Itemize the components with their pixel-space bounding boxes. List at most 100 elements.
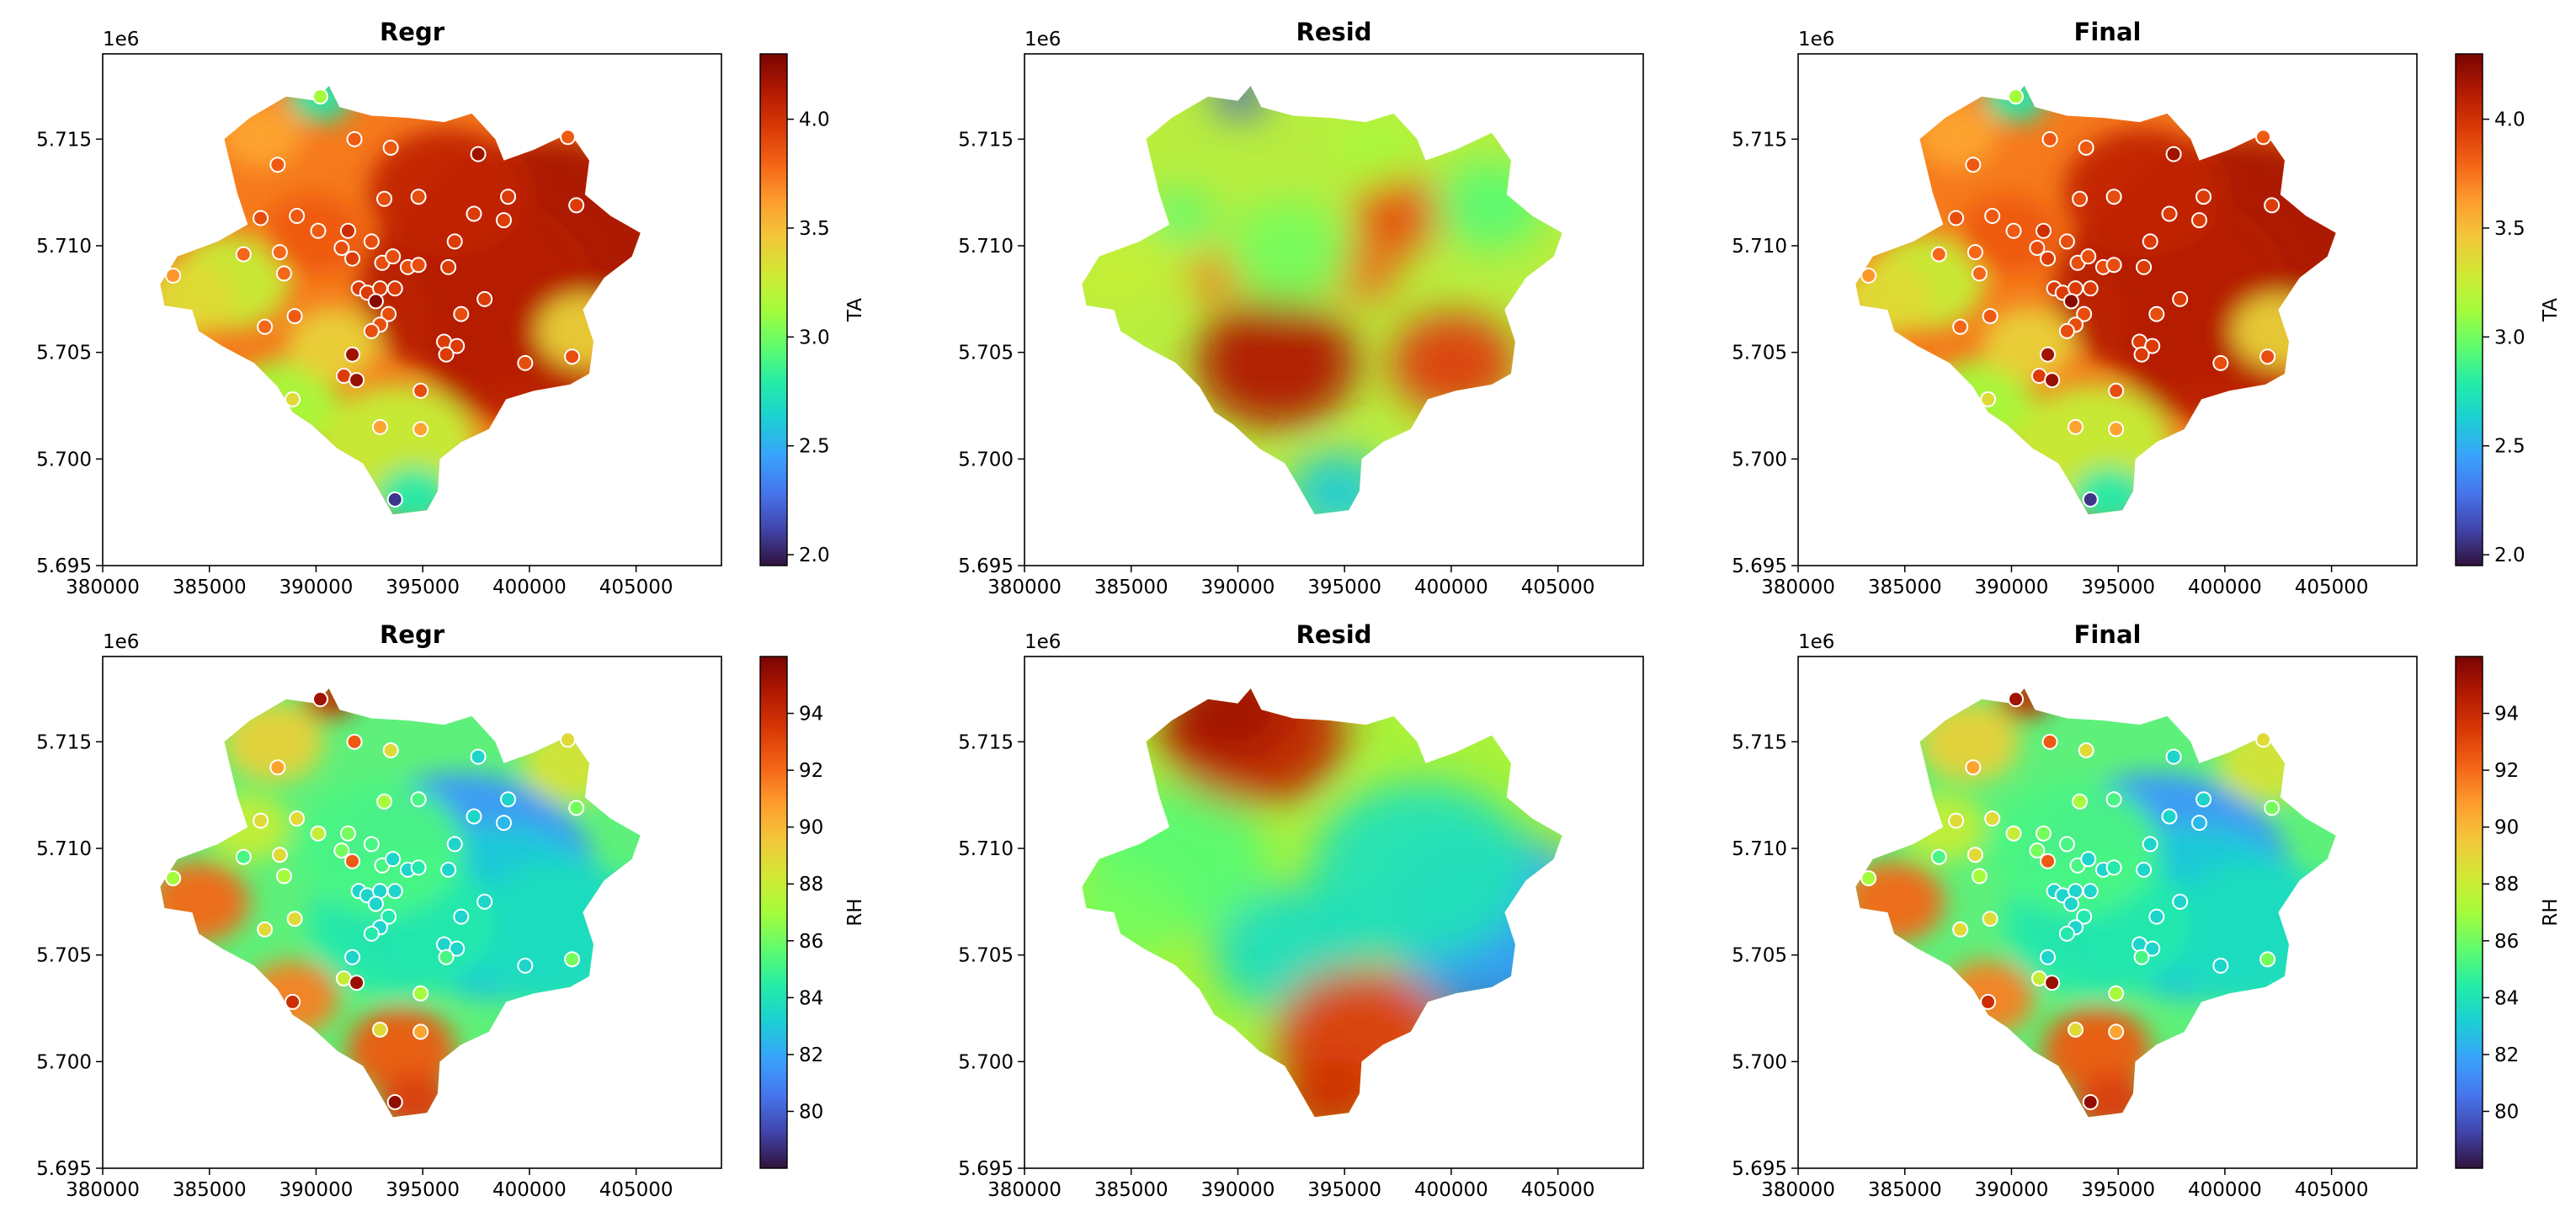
- station-point: [2265, 800, 2279, 815]
- x-tick-label: 385000: [1868, 577, 1942, 598]
- station-point: [369, 896, 383, 911]
- station-point: [373, 420, 387, 434]
- station-point: [518, 959, 532, 973]
- station-point: [477, 895, 492, 909]
- station-point: [2043, 735, 2057, 749]
- station-point: [471, 147, 486, 162]
- station-point: [1861, 871, 1876, 885]
- station-point: [441, 260, 455, 274]
- station-point: [413, 422, 428, 436]
- station-point: [2064, 896, 2078, 911]
- x-tick-label: 390000: [1201, 1179, 1275, 1201]
- y-tick-label: 5.700: [1732, 449, 1787, 470]
- x-tick-label: 380000: [66, 1179, 140, 1201]
- x-tick-label: 390000: [279, 577, 354, 598]
- station-point: [2109, 384, 2123, 398]
- station-point: [2107, 792, 2121, 806]
- field-blob: [2232, 294, 2324, 368]
- station-point: [2256, 130, 2270, 144]
- station-point: [2009, 89, 2023, 104]
- station-point: [2030, 843, 2044, 858]
- station-point: [439, 950, 454, 965]
- y-tick-label: 5.695: [36, 1158, 92, 1180]
- panel-rh-final: Final1e6380000 385000 390000 395000 400000 40…: [1732, 620, 2562, 1201]
- heatmap-field: [103, 656, 721, 1168]
- x-tick-label: 395000: [386, 1179, 460, 1201]
- station-point: [290, 209, 304, 223]
- x-tick-label: 405000: [599, 1179, 673, 1201]
- station-point: [2006, 224, 2020, 238]
- station-point: [2081, 249, 2095, 263]
- station-point: [2079, 743, 2094, 758]
- station-point: [258, 922, 272, 937]
- x-tick-label: 405000: [2295, 577, 2369, 598]
- station-point: [569, 198, 583, 212]
- station-point: [386, 852, 400, 866]
- station-point: [1968, 245, 1983, 259]
- x-tick-label: 380000: [1761, 577, 1835, 598]
- field-blob: [536, 294, 629, 368]
- panel-title: Resid: [1296, 18, 1372, 46]
- y-offset-label: 1e6: [103, 29, 139, 50]
- station-point: [412, 258, 426, 272]
- y-tick-label: 5.695: [1732, 1158, 1787, 1180]
- x-tick-label: 400000: [2188, 1179, 2262, 1201]
- colorbar-tick-label: 2.0: [799, 545, 830, 566]
- station-point: [497, 816, 511, 830]
- station-point: [2143, 234, 2158, 248]
- colorbar-tick-label: 2.0: [2494, 545, 2525, 566]
- station-point: [2265, 198, 2279, 212]
- station-point: [448, 837, 462, 851]
- station-point: [388, 1095, 402, 1109]
- station-point: [2068, 420, 2083, 434]
- field-blob: [1067, 254, 1143, 315]
- field-blob: [219, 101, 303, 168]
- station-point: [413, 1024, 428, 1039]
- station-point: [2260, 349, 2275, 364]
- x-tick-label: 395000: [386, 577, 460, 598]
- station-point: [345, 950, 359, 965]
- station-point: [2107, 860, 2121, 874]
- colorbar-tick-label: 2.5: [2494, 436, 2525, 458]
- station-point: [565, 349, 579, 364]
- colorbar-rh: 80 82 84 86 88 90 92 94 RH: [760, 656, 866, 1168]
- station-point: [2109, 422, 2123, 436]
- station-point: [345, 252, 359, 266]
- x-tick-label: 400000: [2188, 577, 2262, 598]
- y-tick-label: 5.695: [36, 556, 92, 577]
- station-point: [2079, 141, 2094, 155]
- x-tick-label: 380000: [987, 1179, 1062, 1201]
- station-point: [2196, 189, 2211, 204]
- colorbar-tick-label: 86: [2494, 931, 2519, 953]
- station-point: [1983, 912, 1998, 926]
- station-point: [2107, 258, 2121, 272]
- y-offset-label: 1e6: [1025, 29, 1061, 50]
- station-point: [1985, 209, 1999, 223]
- station-point: [561, 130, 575, 144]
- heatmap-field: [1025, 656, 1643, 1168]
- station-point: [1966, 157, 1980, 172]
- station-point: [377, 192, 391, 206]
- colorbar-tick-label: 3.0: [2494, 327, 2525, 348]
- station-point: [2081, 852, 2095, 866]
- station-point: [388, 281, 402, 295]
- y-tick-label: 5.700: [36, 1051, 92, 1073]
- colorbar-tick-label: 3.0: [799, 327, 830, 348]
- station-point: [311, 224, 325, 238]
- station-point: [2041, 252, 2055, 266]
- station-point: [365, 837, 379, 851]
- station-point: [2192, 816, 2206, 830]
- colorbar-tick-label: 3.5: [2494, 218, 2525, 240]
- colorbar-tick-label: 80: [799, 1101, 823, 1123]
- station-point: [1981, 392, 1995, 407]
- y-tick-label: 5.695: [958, 556, 1014, 577]
- panel-title: Regr: [380, 620, 445, 649]
- station-point: [1932, 247, 1946, 262]
- station-point: [1932, 850, 1946, 864]
- colorbar-label: RH: [2540, 898, 2562, 926]
- panel-title: Final: [2074, 620, 2142, 649]
- station-point: [441, 863, 455, 877]
- x-tick-label: 390000: [1201, 577, 1275, 598]
- station-point: [237, 247, 251, 262]
